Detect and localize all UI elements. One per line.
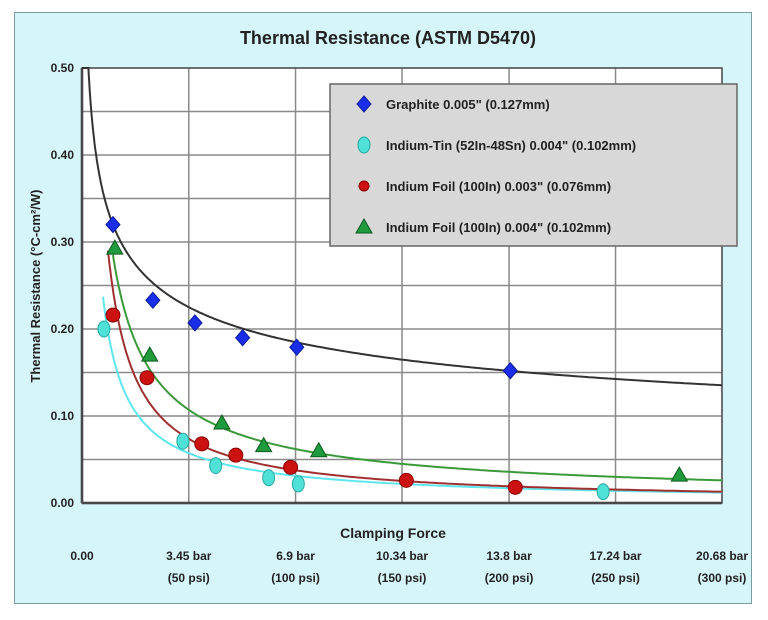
legend-marker xyxy=(355,217,373,234)
legend-entry: Graphite 0.005" (0.127mm) xyxy=(386,97,550,112)
x-tick-label: 3.45 bar xyxy=(166,549,212,563)
x-tick-label: 17.24 bar xyxy=(590,549,642,563)
legend-entry: Indium-Tin (52In-48Sn) 0.004" (0.102mm) xyxy=(386,138,636,153)
y-tick-label: 0.00 xyxy=(51,496,75,510)
x-tick-sublabel: (100 psi) xyxy=(271,571,320,585)
plot-border xyxy=(81,67,723,504)
data-point xyxy=(228,447,244,463)
y-tick-label: 0.40 xyxy=(51,148,75,162)
data-point xyxy=(145,291,161,310)
data-point xyxy=(309,441,328,458)
trendline xyxy=(102,296,723,494)
data-point xyxy=(262,469,276,487)
trendline xyxy=(107,250,723,493)
y-tick-label: 0.10 xyxy=(51,409,75,423)
data-point xyxy=(97,320,111,338)
x-tick-sublabel: (250 psi) xyxy=(591,571,640,585)
x-tick-label: 10.34 bar xyxy=(376,549,428,563)
legend-entry: Indium Foil (100In) 0.003" (0.076mm) xyxy=(386,179,611,194)
x-tick-label: 6.9 bar xyxy=(276,549,315,563)
data-point xyxy=(283,459,299,475)
data-point xyxy=(502,362,518,380)
y-tick-label: 0.30 xyxy=(51,235,75,249)
trendline xyxy=(82,67,723,387)
legend-marker xyxy=(357,136,371,154)
y-tick-label: 0.20 xyxy=(51,322,75,336)
data-point xyxy=(291,475,305,493)
data-point xyxy=(398,472,414,488)
data-point xyxy=(254,436,273,453)
x-tick-label: 0.00 xyxy=(70,549,94,563)
data-point xyxy=(507,479,523,495)
x-tick-label: 20.68 bar xyxy=(696,549,748,563)
data-point xyxy=(194,436,210,452)
data-point xyxy=(670,466,689,482)
x-tick-sublabel: (150 psi) xyxy=(378,571,427,585)
x-axis-label: Clamping Force xyxy=(340,525,446,541)
data-point xyxy=(105,307,121,323)
data-point xyxy=(596,483,610,501)
legend-marker xyxy=(358,180,370,192)
data-point xyxy=(234,328,251,347)
legend-marker xyxy=(356,95,372,113)
data-point xyxy=(139,370,155,386)
legend-box xyxy=(329,83,738,247)
x-tick-label: 13.8 bar xyxy=(486,549,532,563)
data-point xyxy=(213,413,231,430)
data-point xyxy=(140,346,159,362)
y-tick-label: 0.50 xyxy=(51,61,75,75)
data-point xyxy=(176,432,190,450)
chart-title: Thermal Resistance (ASTM D5470) xyxy=(240,28,536,48)
legend-entry: Indium Foil (100In) 0.004" (0.102mm) xyxy=(386,220,611,235)
data-point xyxy=(289,338,305,357)
data-point xyxy=(105,239,124,255)
data-point xyxy=(209,457,223,475)
y-axis-label: Thermal Resistance (°C-cm²/W) xyxy=(28,189,43,382)
data-point xyxy=(187,314,203,332)
x-tick-sublabel: (200 psi) xyxy=(485,571,534,585)
x-tick-sublabel: (50 psi) xyxy=(168,571,210,585)
x-tick-sublabel: (300 psi) xyxy=(698,571,747,585)
data-point xyxy=(105,215,121,234)
